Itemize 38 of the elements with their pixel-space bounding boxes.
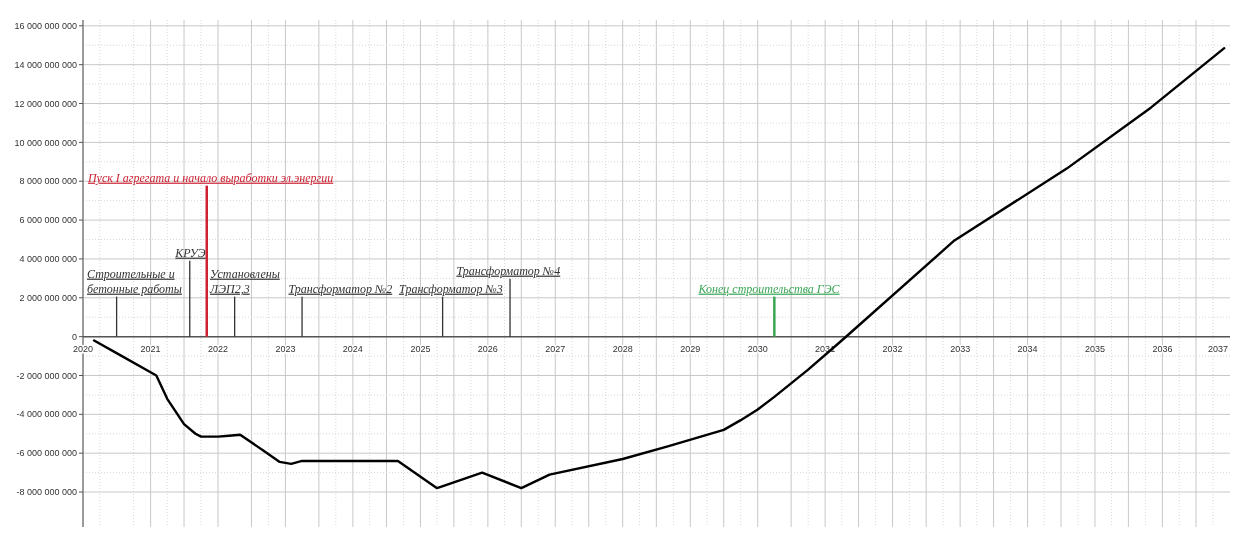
x-tick-label: 2021 (140, 343, 161, 354)
x-tick-label: 2027 (545, 343, 566, 354)
ref-line-label: Установлены ЛЭП2,3 (209, 266, 280, 296)
x-tick-label: 2023 (275, 343, 296, 354)
x-tick-label: 2026 (477, 343, 498, 354)
y-tick-label: -2 000 000 000 (16, 370, 77, 381)
ref-line-label: Строительные и бетонные работы (87, 266, 182, 296)
x-tick-label: 2025 (410, 343, 431, 354)
y-tick-label: -8 000 000 000 (16, 487, 77, 498)
ref-line-label: Трансформатор №4 (456, 263, 561, 278)
x-tick-label: 2034 (1017, 343, 1038, 354)
y-tick-label: -4 000 000 000 (16, 409, 77, 420)
y-tick-label: 2 000 000 000 (19, 292, 77, 303)
y-tick-label: 14 000 000 000 (14, 59, 77, 70)
ref-line-label: Конец строительства ГЭС (697, 281, 841, 296)
y-tick-label: 16 000 000 000 (14, 20, 77, 31)
x-tick-label: 2036 (1152, 343, 1173, 354)
y-tick-label: 8 000 000 000 (19, 176, 77, 187)
y-tick-label: -6 000 000 000 (16, 448, 77, 459)
x-tick-label: 2022 (208, 343, 229, 354)
y-tick-label: 4 000 000 000 (19, 254, 77, 265)
ref-line-label: Пуск I агрегата и начало выработки эл.энергии (86, 170, 334, 185)
y-tick-label: 10 000 000 000 (14, 137, 77, 148)
y-tick-label: 12 000 000 000 (14, 98, 77, 109)
x-tick-label: 2033 (950, 343, 971, 354)
x-tick-label: 2035 (1084, 343, 1105, 354)
ref-line-label: КРУЭ (174, 245, 206, 260)
x-tick-label: 2030 (747, 343, 768, 354)
x-tick-label: 2028 (612, 343, 633, 354)
x-tick-label: 2029 (680, 343, 701, 354)
y-tick-label: 6 000 000 000 (19, 215, 77, 226)
x-tick-label: 2032 (882, 343, 903, 354)
x-tick-label: 2020 (72, 343, 94, 354)
x-tick-label: 2037 (1207, 343, 1229, 354)
ref-line-label: Трансформатор №2 (288, 281, 393, 296)
y-tick-label: 0 (71, 331, 77, 342)
ref-line-label: Трансформатор №3 (399, 281, 503, 296)
x-tick-label: 2024 (342, 343, 363, 354)
